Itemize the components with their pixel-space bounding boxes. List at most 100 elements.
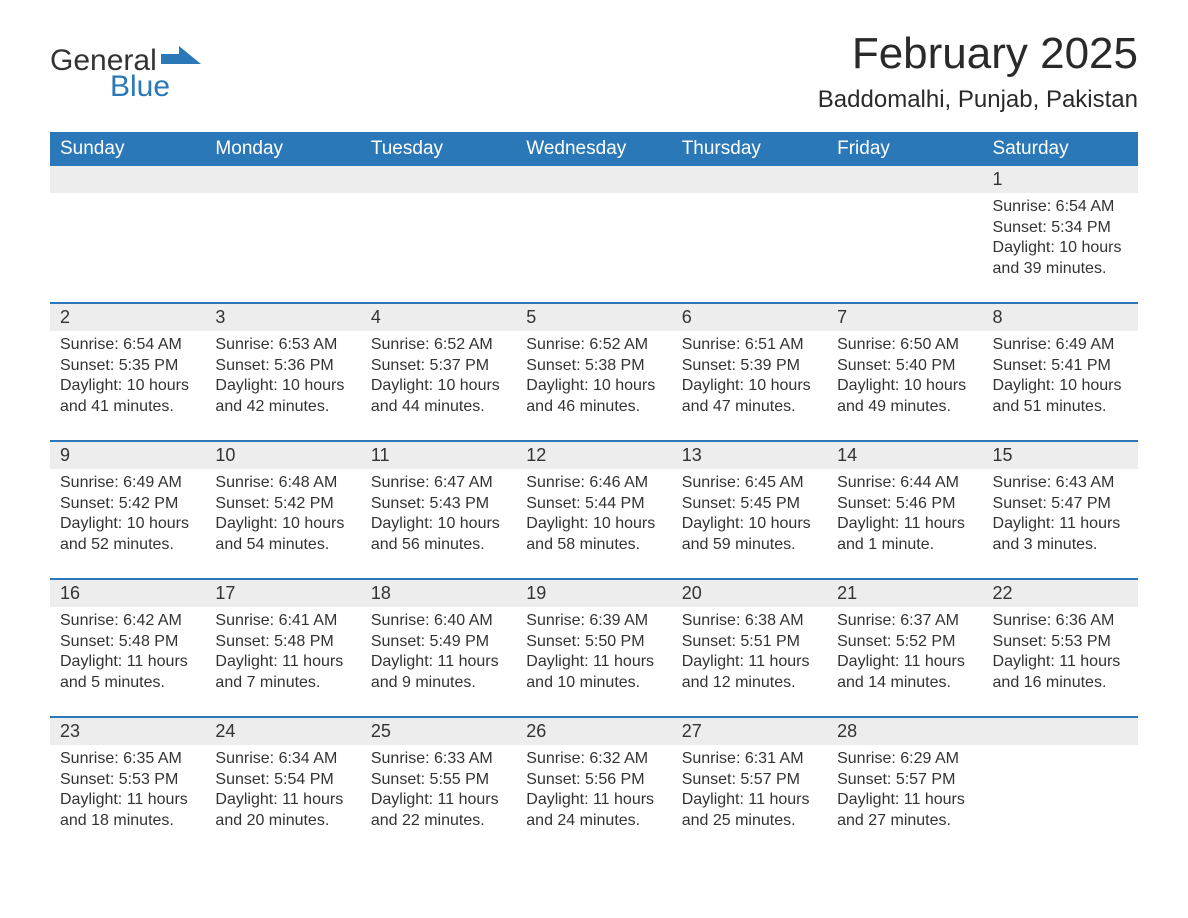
sunrise-text: Sunrise: 6:45 AM <box>682 473 817 493</box>
day-content-cell <box>672 193 827 303</box>
daylight1-text: Daylight: 10 hours <box>837 376 972 396</box>
page-header: General Blue February 2025 Baddomalhi, P… <box>50 30 1138 114</box>
sunrise-text: Sunrise: 6:40 AM <box>371 611 506 631</box>
sunset-text: Sunset: 5:34 PM <box>993 218 1128 238</box>
weekday-header: Sunday <box>50 132 205 166</box>
day-number-cell: 18 <box>361 579 516 607</box>
day-number-cell: 12 <box>516 441 671 469</box>
daylight2-text: and 7 minutes. <box>215 673 350 693</box>
day-number-cell: 23 <box>50 717 205 745</box>
sunset-text: Sunset: 5:40 PM <box>837 356 972 376</box>
daylight1-text: Daylight: 11 hours <box>993 652 1128 672</box>
weekday-header-row: Sunday Monday Tuesday Wednesday Thursday… <box>50 132 1138 166</box>
daylight2-text: and 41 minutes. <box>60 397 195 417</box>
sunset-text: Sunset: 5:36 PM <box>215 356 350 376</box>
day-number-cell: 21 <box>827 579 982 607</box>
daylight1-text: Daylight: 11 hours <box>993 514 1128 534</box>
weekday-header: Monday <box>205 132 360 166</box>
sunrise-text: Sunrise: 6:32 AM <box>526 749 661 769</box>
daylight2-text: and 52 minutes. <box>60 535 195 555</box>
daylight1-text: Daylight: 11 hours <box>837 652 972 672</box>
day-content-cell: Sunrise: 6:34 AMSunset: 5:54 PMDaylight:… <box>205 745 360 855</box>
day-number: 21 <box>837 583 857 603</box>
daylight1-text: Daylight: 11 hours <box>60 790 195 810</box>
day-content-cell <box>983 745 1138 855</box>
sunrise-text: Sunrise: 6:44 AM <box>837 473 972 493</box>
day-content-cell: Sunrise: 6:33 AMSunset: 5:55 PMDaylight:… <box>361 745 516 855</box>
daylight2-text: and 5 minutes. <box>60 673 195 693</box>
sunset-text: Sunset: 5:35 PM <box>60 356 195 376</box>
sunset-text: Sunset: 5:47 PM <box>993 494 1128 514</box>
day-content-cell: Sunrise: 6:42 AMSunset: 5:48 PMDaylight:… <box>50 607 205 717</box>
daylight1-text: Daylight: 11 hours <box>371 790 506 810</box>
week-daynum-row: 9101112131415 <box>50 441 1138 469</box>
sunset-text: Sunset: 5:56 PM <box>526 770 661 790</box>
day-number-cell: 13 <box>672 441 827 469</box>
title-block: February 2025 Baddomalhi, Punjab, Pakist… <box>818 30 1138 114</box>
day-number: 9 <box>60 445 70 465</box>
daylight2-text: and 51 minutes. <box>993 397 1128 417</box>
day-content-cell: Sunrise: 6:43 AMSunset: 5:47 PMDaylight:… <box>983 469 1138 579</box>
day-number-cell <box>516 166 671 193</box>
day-number-cell: 4 <box>361 303 516 331</box>
day-number-cell: 28 <box>827 717 982 745</box>
day-content-cell <box>205 193 360 303</box>
sunrise-text: Sunrise: 6:51 AM <box>682 335 817 355</box>
day-number: 22 <box>993 583 1013 603</box>
week-daynum-row: 16171819202122 <box>50 579 1138 607</box>
brand-blue: Blue <box>50 72 201 102</box>
sunrise-text: Sunrise: 6:47 AM <box>371 473 506 493</box>
day-content-cell <box>516 193 671 303</box>
day-content-cell: Sunrise: 6:48 AMSunset: 5:42 PMDaylight:… <box>205 469 360 579</box>
day-content-cell: Sunrise: 6:54 AMSunset: 5:35 PMDaylight:… <box>50 331 205 441</box>
day-number: 7 <box>837 307 847 327</box>
day-number: 2 <box>60 307 70 327</box>
day-number-cell: 15 <box>983 441 1138 469</box>
sunset-text: Sunset: 5:48 PM <box>60 632 195 652</box>
sunset-text: Sunset: 5:41 PM <box>993 356 1128 376</box>
day-content-cell: Sunrise: 6:38 AMSunset: 5:51 PMDaylight:… <box>672 607 827 717</box>
daylight1-text: Daylight: 10 hours <box>993 238 1128 258</box>
day-number: 17 <box>215 583 235 603</box>
weekday-header: Saturday <box>983 132 1138 166</box>
sunrise-text: Sunrise: 6:35 AM <box>60 749 195 769</box>
day-number-cell: 17 <box>205 579 360 607</box>
sunrise-text: Sunrise: 6:53 AM <box>215 335 350 355</box>
day-content-cell <box>361 193 516 303</box>
daylight1-text: Daylight: 11 hours <box>837 514 972 534</box>
day-content-cell: Sunrise: 6:52 AMSunset: 5:38 PMDaylight:… <box>516 331 671 441</box>
daylight2-text: and 12 minutes. <box>682 673 817 693</box>
daylight2-text: and 58 minutes. <box>526 535 661 555</box>
day-number-cell: 1 <box>983 166 1138 193</box>
sunset-text: Sunset: 5:42 PM <box>60 494 195 514</box>
daylight2-text: and 25 minutes. <box>682 811 817 831</box>
day-number-cell: 11 <box>361 441 516 469</box>
day-number-cell: 7 <box>827 303 982 331</box>
day-number: 25 <box>371 721 391 741</box>
week-daynum-row: 2345678 <box>50 303 1138 331</box>
daylight2-text: and 42 minutes. <box>215 397 350 417</box>
day-content-cell <box>827 193 982 303</box>
sunrise-text: Sunrise: 6:49 AM <box>60 473 195 493</box>
day-number-cell: 5 <box>516 303 671 331</box>
day-number: 24 <box>215 721 235 741</box>
daylight1-text: Daylight: 11 hours <box>526 790 661 810</box>
sunset-text: Sunset: 5:53 PM <box>993 632 1128 652</box>
day-number-cell: 8 <box>983 303 1138 331</box>
sunrise-text: Sunrise: 6:31 AM <box>682 749 817 769</box>
day-number: 11 <box>371 445 390 465</box>
sunrise-text: Sunrise: 6:33 AM <box>371 749 506 769</box>
daylight2-text: and 3 minutes. <box>993 535 1128 555</box>
week-content-row: Sunrise: 6:54 AMSunset: 5:34 PMDaylight:… <box>50 193 1138 303</box>
daylight1-text: Daylight: 10 hours <box>371 514 506 534</box>
day-number: 26 <box>526 721 546 741</box>
day-number-cell <box>672 166 827 193</box>
weekday-header: Wednesday <box>516 132 671 166</box>
daylight2-text: and 39 minutes. <box>993 259 1128 279</box>
day-number: 12 <box>526 445 546 465</box>
day-number: 8 <box>993 307 1003 327</box>
day-content-cell: Sunrise: 6:37 AMSunset: 5:52 PMDaylight:… <box>827 607 982 717</box>
day-number-cell: 25 <box>361 717 516 745</box>
daylight1-text: Daylight: 11 hours <box>526 652 661 672</box>
daylight1-text: Daylight: 11 hours <box>371 652 506 672</box>
